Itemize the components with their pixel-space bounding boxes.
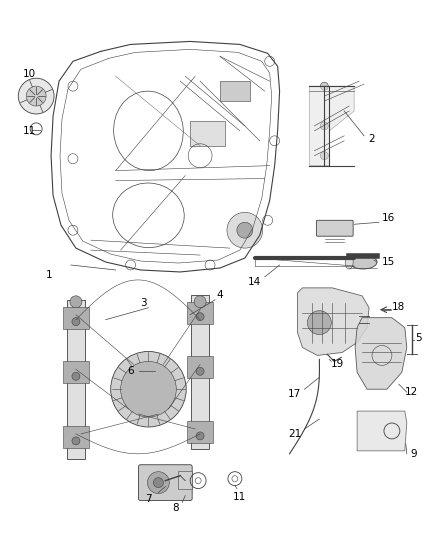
Text: 17: 17 — [288, 389, 301, 399]
Circle shape — [148, 472, 170, 494]
Text: 2: 2 — [369, 134, 375, 144]
FancyBboxPatch shape — [178, 471, 192, 489]
Circle shape — [18, 78, 54, 114]
FancyBboxPatch shape — [316, 220, 353, 236]
FancyBboxPatch shape — [187, 421, 213, 443]
Text: 19: 19 — [331, 359, 344, 369]
Text: 12: 12 — [405, 387, 418, 397]
Circle shape — [70, 296, 82, 308]
Text: 11: 11 — [23, 126, 36, 136]
Text: 1: 1 — [46, 270, 53, 280]
Circle shape — [320, 122, 328, 130]
Text: 3: 3 — [140, 298, 147, 308]
FancyBboxPatch shape — [190, 121, 225, 146]
FancyBboxPatch shape — [187, 302, 213, 324]
FancyBboxPatch shape — [63, 307, 89, 329]
FancyBboxPatch shape — [191, 295, 209, 449]
Circle shape — [196, 367, 204, 375]
Circle shape — [194, 296, 206, 308]
Ellipse shape — [349, 255, 377, 269]
Text: 9: 9 — [410, 449, 417, 459]
Circle shape — [227, 212, 263, 248]
Circle shape — [237, 222, 253, 238]
FancyBboxPatch shape — [220, 81, 250, 101]
Text: 5: 5 — [415, 333, 422, 343]
Circle shape — [196, 432, 204, 440]
Text: 8: 8 — [172, 504, 179, 513]
Circle shape — [72, 437, 80, 445]
Text: 11: 11 — [233, 491, 247, 502]
Circle shape — [111, 351, 186, 427]
Text: 15: 15 — [382, 257, 396, 267]
Text: 18: 18 — [392, 302, 406, 312]
Text: 4: 4 — [217, 290, 223, 300]
Circle shape — [72, 318, 80, 326]
Polygon shape — [355, 318, 407, 389]
Circle shape — [72, 373, 80, 380]
Text: 14: 14 — [248, 277, 261, 287]
Circle shape — [320, 82, 328, 90]
Circle shape — [26, 86, 46, 106]
Circle shape — [120, 361, 176, 417]
FancyBboxPatch shape — [63, 426, 89, 448]
Circle shape — [153, 478, 163, 488]
Text: 7: 7 — [145, 494, 152, 504]
Text: 16: 16 — [382, 213, 396, 223]
Polygon shape — [297, 288, 369, 356]
FancyBboxPatch shape — [138, 465, 192, 500]
Circle shape — [320, 152, 328, 160]
Text: 21: 21 — [288, 429, 301, 439]
Ellipse shape — [345, 255, 353, 269]
Polygon shape — [357, 411, 407, 451]
Polygon shape — [309, 86, 354, 166]
Text: 10: 10 — [23, 69, 36, 79]
Circle shape — [196, 313, 204, 321]
FancyBboxPatch shape — [63, 361, 89, 383]
Circle shape — [307, 311, 331, 335]
FancyBboxPatch shape — [187, 357, 213, 378]
Text: 6: 6 — [127, 366, 134, 376]
FancyBboxPatch shape — [67, 300, 85, 459]
